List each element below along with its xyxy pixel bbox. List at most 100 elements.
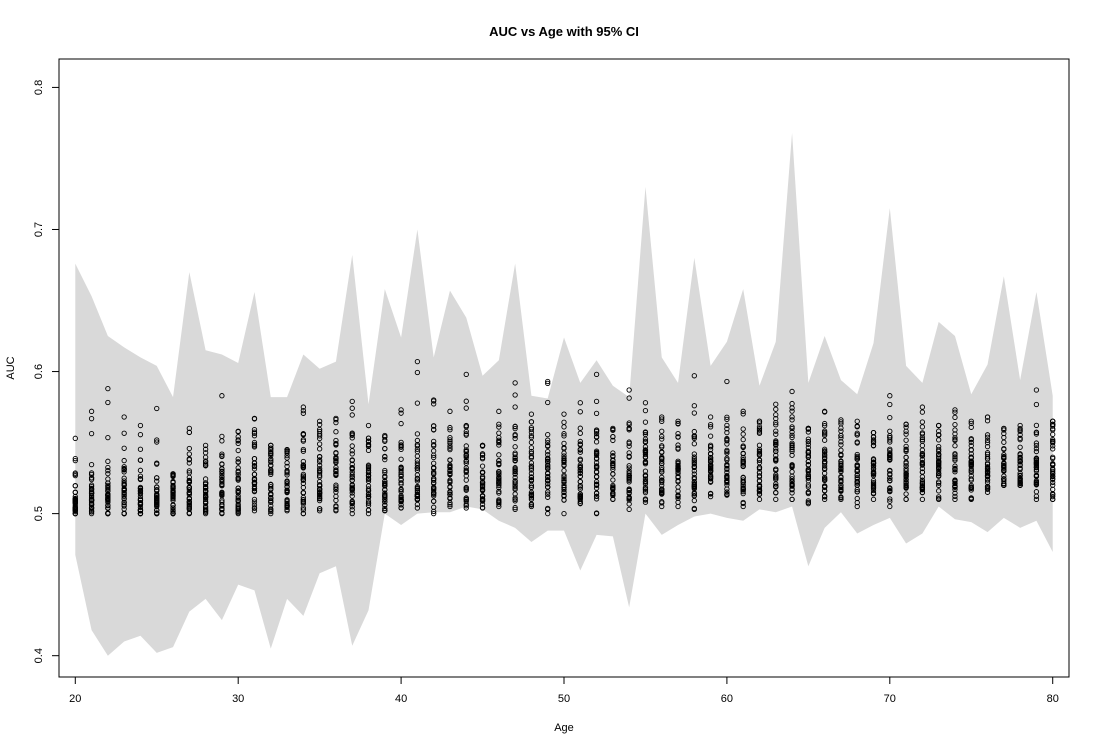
data-point	[251, 443, 258, 449]
age-61-points	[740, 408, 746, 510]
data-point	[316, 446, 323, 452]
x-axis: 20 30 40 50 60 70 80	[69, 676, 1059, 705]
data-point	[431, 484, 437, 490]
data-point	[88, 408, 95, 414]
data-point	[561, 453, 567, 459]
data-point	[398, 442, 404, 448]
data-point	[756, 470, 763, 476]
data-point	[919, 496, 926, 503]
data-point	[610, 450, 616, 456]
data-point	[936, 480, 942, 486]
data-point	[545, 471, 551, 477]
data-point	[642, 458, 649, 465]
data-point	[447, 427, 453, 433]
data-point	[838, 462, 844, 468]
data-point	[170, 478, 176, 485]
data-point	[610, 484, 616, 490]
data-point	[659, 428, 665, 434]
data-point	[854, 488, 860, 495]
data-point	[382, 496, 388, 502]
data-point	[268, 456, 274, 462]
data-point	[610, 496, 616, 502]
data-point	[545, 462, 551, 468]
data-point	[756, 426, 763, 432]
data-point	[577, 425, 583, 431]
data-point	[382, 467, 388, 474]
data-point	[170, 471, 176, 477]
data-point	[724, 462, 730, 469]
data-point	[235, 437, 241, 443]
data-point	[756, 424, 763, 430]
data-point	[170, 487, 176, 493]
data-point	[822, 483, 828, 490]
data-point	[545, 378, 551, 385]
age-77-points	[1001, 425, 1007, 488]
data-point	[642, 488, 649, 494]
data-point	[479, 493, 486, 499]
data-point	[382, 483, 388, 489]
data-point	[822, 432, 828, 438]
data-point	[316, 487, 323, 493]
data-point	[512, 404, 518, 410]
data-point	[219, 473, 225, 480]
data-point	[72, 510, 78, 517]
data-point	[691, 428, 697, 435]
data-point	[137, 422, 144, 429]
data-point	[284, 470, 290, 476]
data-point	[870, 496, 877, 503]
data-point	[870, 469, 877, 475]
data-point	[512, 435, 518, 442]
data-point	[968, 420, 974, 427]
data-point	[838, 439, 844, 445]
data-point	[805, 448, 811, 454]
data-point	[789, 462, 795, 468]
data-point	[186, 451, 192, 457]
data-point	[936, 446, 942, 453]
data-point	[284, 450, 290, 456]
data-point	[251, 429, 258, 435]
data-point	[593, 474, 600, 480]
data-point	[398, 471, 404, 478]
data-point	[202, 487, 209, 494]
data-point	[561, 424, 567, 430]
data-point	[284, 498, 290, 504]
data-point	[154, 475, 160, 481]
data-point	[545, 465, 551, 472]
data-point	[496, 501, 502, 507]
data-point	[545, 484, 551, 490]
data-point	[333, 472, 339, 479]
data-point	[952, 486, 958, 493]
data-point	[219, 471, 225, 477]
data-point	[316, 441, 323, 447]
data-point	[398, 420, 404, 427]
data-point	[121, 414, 127, 420]
data-point	[642, 496, 649, 502]
data-point	[822, 494, 828, 500]
data-point	[479, 442, 486, 449]
age-55-points	[642, 400, 649, 505]
data-point	[887, 434, 893, 441]
data-point	[463, 467, 469, 473]
data-point	[1033, 478, 1040, 484]
data-point	[561, 474, 567, 480]
data-point	[496, 442, 502, 448]
data-point	[349, 510, 355, 517]
data-point	[105, 476, 111, 482]
data-point	[724, 416, 730, 423]
data-point	[936, 471, 942, 477]
data-point	[1050, 466, 1056, 472]
data-point	[414, 501, 421, 508]
data-point	[300, 475, 306, 481]
data-point	[822, 487, 828, 494]
data-point	[300, 437, 306, 443]
data-point	[610, 477, 616, 483]
data-point	[72, 472, 78, 479]
data-point	[202, 485, 209, 491]
data-point	[1033, 445, 1040, 452]
data-point	[626, 427, 632, 433]
data-point	[202, 476, 209, 482]
data-point	[773, 483, 779, 489]
data-point	[479, 496, 486, 502]
data-point	[349, 405, 355, 411]
data-point	[707, 467, 714, 474]
